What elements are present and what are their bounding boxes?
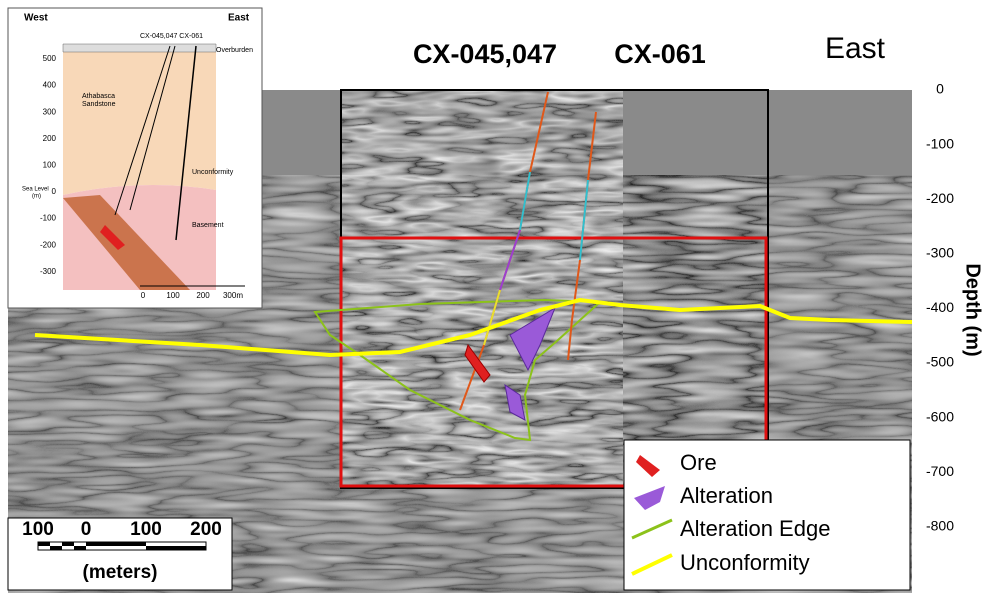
inset-scale-label: 300m	[223, 291, 243, 300]
scale-label: 100	[130, 519, 162, 540]
direction-label: East	[825, 32, 886, 65]
inset-sandstone: Athabasca	[82, 93, 115, 100]
inset-scale-label: 200	[196, 291, 210, 300]
inset-sandstone: Sandstone	[82, 101, 116, 108]
inset-scale-label: 0	[141, 291, 146, 300]
inset-west: West	[24, 13, 48, 24]
depth-tick-label: -800	[926, 518, 954, 534]
scale-label: 100	[22, 519, 54, 540]
legend-label: Alteration Edge	[680, 516, 830, 541]
depth-tick-label: -100	[926, 135, 954, 151]
depth-tick-label: -300	[926, 245, 954, 261]
overburden	[63, 44, 216, 52]
legend-label: Alteration	[680, 483, 773, 508]
seismic-figure: CX-045,047 CX-061 East 0 -100 -200 -300 -400…	[0, 0, 986, 593]
inset-elevation-label: 400	[43, 81, 57, 90]
inset-scale-label: 100	[166, 291, 180, 300]
inset-elevation-label: 0	[52, 187, 57, 196]
depth-tick-label: -200	[926, 190, 954, 206]
depth-axis-label: Depth (m)	[962, 263, 984, 356]
depth-tick-label: -500	[926, 354, 954, 370]
center-seismic	[341, 90, 623, 488]
inset-elevation-label: 200	[43, 134, 57, 143]
depth-tick-label: -700	[926, 463, 954, 479]
inset-elevation-label: 100	[43, 161, 57, 170]
scale-bar: 100 0 100 200 (meters)	[8, 518, 232, 590]
inset-elevation-label: -100	[40, 214, 57, 223]
depth-tick-label: 0	[936, 81, 944, 97]
scale-label: 200	[190, 519, 222, 540]
legend-label: Ore	[680, 450, 717, 475]
inset-sea-level: (m)	[32, 194, 41, 200]
inset-elevation-label: -300	[40, 267, 57, 276]
scale-label: 0	[81, 519, 92, 540]
inset-east: East	[228, 13, 250, 24]
depth-tick-label: -600	[926, 408, 954, 424]
inset-unconformity: Unconformity	[192, 169, 234, 176]
hole-label: CX-061	[614, 39, 706, 69]
scale-unit: (meters)	[83, 562, 158, 583]
inset-sea-level: Sea Level	[22, 187, 49, 193]
legend-label: Unconformity	[680, 550, 810, 575]
inset-elevation-label: 500	[43, 54, 57, 63]
inset-basement: Basement	[192, 222, 224, 229]
inset-elevation-label: -200	[40, 240, 57, 249]
hole-label: CX-045,047	[413, 39, 557, 69]
depth-axis: 0 -100 -200 -300 -400 -500 -600 -700 -800	[926, 81, 954, 534]
inset: West East CX-045,047 CX-061 Overburden A…	[8, 8, 262, 308]
inset-elevation-label: 300	[43, 107, 57, 116]
legend: Ore Alteration Alteration Edge Unconform…	[624, 440, 910, 590]
depth-tick-label: -400	[926, 299, 954, 315]
inset-overburden: Overburden	[216, 47, 253, 54]
inset-holes: CX-045,047 CX-061	[140, 33, 203, 40]
